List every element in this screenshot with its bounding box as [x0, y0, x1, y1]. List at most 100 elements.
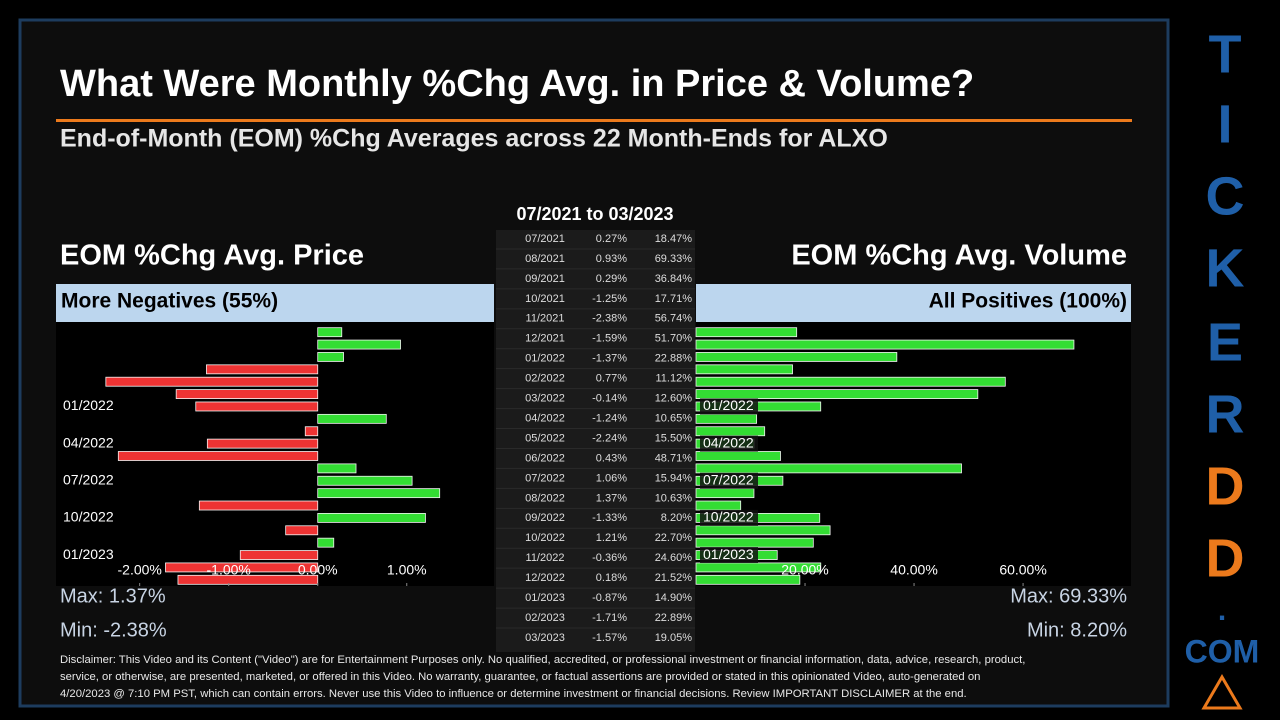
bar [317, 475, 413, 486]
bar [695, 389, 979, 399]
table-bg [496, 230, 695, 652]
y-tick-label: 04/2022 [703, 434, 754, 450]
x-tick-label: -1.00% [207, 562, 251, 578]
table-cell: -1.33% [592, 512, 627, 524]
table-cell: -0.36% [592, 552, 627, 564]
table-cell: 11.12% [656, 373, 693, 385]
bar [695, 488, 755, 499]
table-cell: 10/2022 [525, 532, 565, 544]
bar [206, 364, 319, 375]
bar [695, 376, 1006, 387]
y-tick-label: 07/2022 [703, 471, 754, 487]
stat: Min: 8.20% [1027, 619, 1127, 641]
logo-letter: T [1209, 24, 1242, 84]
disclaimer-line: Disclaimer: This Video and its Content (… [60, 654, 1025, 666]
table-title: 07/2021 to 03/2023 [516, 204, 673, 224]
chart-title: EOM %Chg Avg. Price [60, 240, 364, 272]
table-cell: -1.37% [592, 353, 627, 365]
bar [695, 339, 1075, 350]
bar [239, 550, 319, 560]
bar [317, 352, 344, 362]
disclaimer: Disclaimer: This Video and its Content (… [60, 654, 1025, 700]
logo-letter: R [1206, 384, 1245, 444]
table-cell: 09/2022 [525, 512, 565, 524]
bar [695, 364, 793, 375]
label-box [700, 472, 758, 489]
bar [695, 525, 831, 536]
bar [165, 562, 319, 573]
bar [695, 413, 758, 424]
table-cell: 11/2021 [526, 313, 565, 325]
label-box [700, 398, 758, 415]
bar [105, 376, 319, 387]
table-cell: 19.05% [655, 632, 693, 644]
table-cell: 03/2022 [525, 393, 565, 405]
bar [285, 525, 319, 536]
table-cell: 1.06% [596, 472, 627, 484]
table-cell: 07/2022 [525, 472, 565, 484]
stat: Max: 1.37% [60, 585, 166, 607]
logo-dot: . [1218, 594, 1226, 627]
bar [695, 574, 801, 585]
disclaimer-line: 4/20/2023 @ 7:10 PM PST, which can conta… [60, 688, 967, 700]
table-cell: 17.71% [655, 293, 693, 305]
table-cell: -2.24% [592, 432, 627, 444]
table-cell: 14.90% [655, 592, 693, 604]
table-cell: 21.52% [655, 572, 693, 584]
y-tick-label: 01/2023 [63, 546, 114, 562]
table-cell: 01/2022 [525, 353, 565, 365]
table-cell: 03/2023 [525, 632, 565, 644]
bar [177, 574, 319, 585]
table-cell: 0.43% [596, 452, 627, 464]
table-cell: 36.84% [655, 273, 693, 285]
table-cell: -0.14% [592, 393, 627, 405]
bar [695, 327, 798, 338]
y-tick-label: 10/2022 [63, 509, 114, 525]
table-cell: 18.47% [655, 233, 693, 245]
label-box [700, 547, 758, 564]
logo-suffix: COM [1185, 633, 1260, 669]
bar [317, 488, 441, 499]
logo: T I C K E R D D . COM [1185, 24, 1260, 710]
table-cell: 12.60% [655, 393, 693, 405]
table-cell: 48.71% [655, 452, 693, 464]
bar [206, 438, 319, 449]
table-cell: 09/2021 [525, 273, 565, 285]
table-cell: -1.24% [592, 412, 627, 424]
disclaimer-line: service, or otherwise, are presented, ma… [60, 671, 980, 683]
logo-letter: K [1206, 238, 1245, 298]
table-cell: 1.37% [596, 492, 627, 504]
x-tick-label: 1.00% [387, 562, 427, 578]
table-cell: -0.87% [592, 592, 627, 604]
table-cell: 12/2021 [525, 333, 565, 345]
bar [317, 413, 387, 424]
bar [117, 451, 319, 461]
logo-letter: D [1206, 528, 1245, 588]
label-box [700, 509, 758, 526]
table-cell: 24.60% [655, 552, 693, 564]
table-cell: 1.21% [596, 532, 627, 544]
table: 07/2021 0.27% 18.47% 08/2021 0.93% 69.33% 09/2… [496, 233, 695, 644]
table-cell: 10/2021 [525, 293, 565, 305]
title-rule [56, 119, 1132, 122]
table-cell: 0.77% [596, 373, 627, 385]
table-cell: 05/2022 [525, 432, 565, 444]
logo-letter: I [1217, 94, 1232, 154]
bar [195, 401, 319, 412]
bar [175, 389, 319, 399]
bar [317, 339, 401, 350]
stat: Max: 69.33% [1010, 585, 1127, 607]
table-cell: 69.33% [655, 253, 693, 265]
bar [198, 500, 319, 511]
y-tick-label: 01/2022 [63, 397, 114, 413]
bar [317, 463, 357, 474]
table-cell: -1.71% [592, 612, 627, 624]
table-cell: -1.59% [592, 333, 627, 345]
logo-letter: C [1206, 166, 1245, 226]
table-cell: 01/2023 [525, 592, 565, 604]
table-cell: 51.70% [655, 333, 693, 345]
logo-letter: D [1206, 456, 1245, 516]
y-tick-label: 01/2022 [703, 397, 754, 413]
